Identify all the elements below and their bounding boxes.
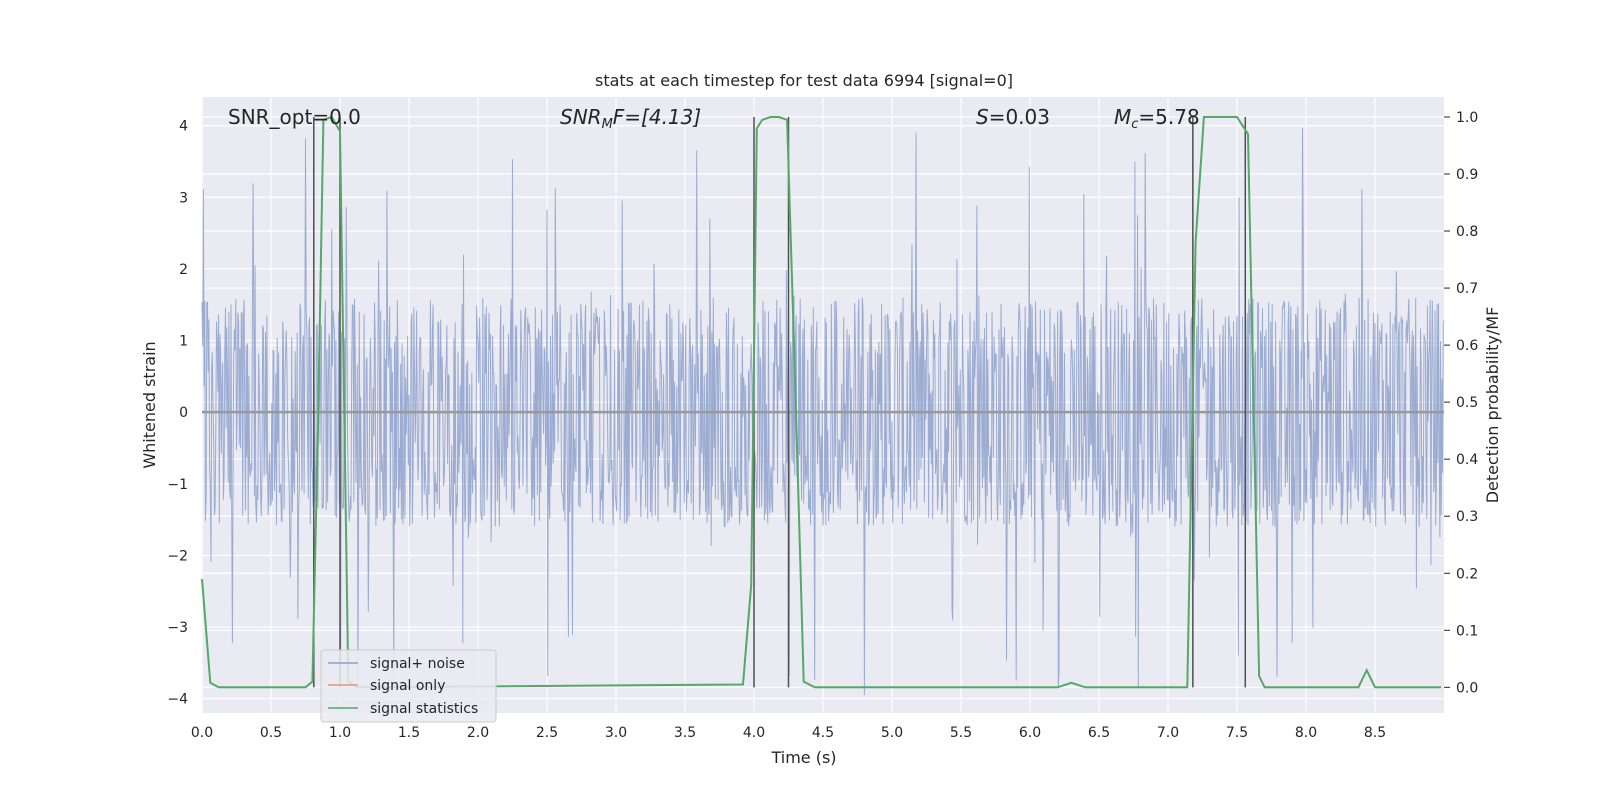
y-tick-label: 1 bbox=[179, 334, 188, 350]
y-tick-label: −1 bbox=[167, 477, 188, 493]
y-axis-label: Whitened strain bbox=[140, 341, 159, 468]
y2-tick-labels: 1.0 0.9 0.8 0.7 0.6 0.5 0.4 0.3 0.2 0.1 0.0 bbox=[1444, 110, 1478, 696]
x-tick-label: 4.0 bbox=[743, 725, 765, 741]
annotation-snr-opt: SNR_opt=0.0 bbox=[228, 105, 361, 129]
series-signal-noise bbox=[201, 128, 1445, 696]
chart-title: stats at each timestep for test data 699… bbox=[595, 71, 1013, 90]
y2-tick-label: 0.3 bbox=[1456, 509, 1478, 525]
x-tick-label: 8.0 bbox=[1295, 725, 1317, 741]
annotation-snr-mf: SNRMF=[4.13] bbox=[560, 105, 701, 132]
legend-label-signal-noise: signal+ noise bbox=[370, 656, 465, 672]
y2-tick-label: 1.0 bbox=[1456, 110, 1478, 126]
y2-tick-label: 0.1 bbox=[1456, 623, 1478, 639]
y2-tick-label: 0.2 bbox=[1456, 566, 1478, 582]
x-tick-label: 8.5 bbox=[1364, 725, 1386, 741]
x-tick-label: 1.5 bbox=[398, 725, 420, 741]
legend-box bbox=[320, 649, 497, 723]
x-tick-label: 0.0 bbox=[191, 725, 213, 741]
y-tick-labels: 4 3 2 1 0 −1 −2 −3 −4 bbox=[167, 119, 188, 708]
x-tick-label: 3.0 bbox=[605, 725, 627, 741]
y2-axis-label: Detection probability/MF bbox=[1483, 307, 1502, 504]
x-tick-label: 4.5 bbox=[812, 725, 834, 741]
signal-statistics-line bbox=[201, 115, 1442, 689]
legend-label-signal-statistics: signal statistics bbox=[370, 701, 478, 717]
y2-tick-label: 0.8 bbox=[1456, 224, 1478, 240]
y-tick-label: 0 bbox=[179, 405, 188, 421]
y-tick-label: 4 bbox=[179, 119, 188, 135]
x-tick-label: 5.0 bbox=[881, 725, 903, 741]
annotation-s: S=0.03 bbox=[976, 105, 1050, 129]
y2-tick-label: 0.5 bbox=[1456, 395, 1478, 411]
y2-tick-label: 0.0 bbox=[1456, 680, 1478, 696]
x-tick-label: 0.5 bbox=[260, 725, 282, 741]
x-tick-label: 2.5 bbox=[536, 725, 558, 741]
y2-tick-label: 0.7 bbox=[1456, 281, 1478, 297]
x-tick-label: 1.0 bbox=[329, 725, 351, 741]
y2-tick-label: 0.6 bbox=[1456, 338, 1478, 354]
annotation-mc: Mc=5.78 bbox=[1114, 105, 1200, 132]
x-tick-label: 7.0 bbox=[1157, 725, 1179, 741]
y-tick-label: −3 bbox=[167, 620, 188, 636]
legend: signal+ noise signal only signal statist… bbox=[320, 649, 497, 723]
x-axis-label: Time (s) bbox=[770, 748, 836, 767]
y2-tick-label: 0.4 bbox=[1456, 452, 1478, 468]
y2-tick-label: 0.9 bbox=[1456, 167, 1478, 183]
x-tick-labels: 0.0 0.5 1.0 1.5 2.0 2.5 3.0 3.5 4.0 4.5 5.0 5.5 6.0 6… bbox=[191, 725, 1386, 741]
signal-noise-line bbox=[201, 128, 1445, 696]
y-tick-label: 3 bbox=[179, 190, 188, 206]
series-signal-statistics bbox=[201, 115, 1442, 689]
y-tick-label: −2 bbox=[167, 548, 188, 564]
x-tick-label: 6.5 bbox=[1088, 725, 1110, 741]
x-tick-label: 6.0 bbox=[1019, 725, 1041, 741]
x-tick-label: 7.5 bbox=[1226, 725, 1248, 741]
x-tick-label: 5.5 bbox=[950, 725, 972, 741]
y-tick-label: 2 bbox=[179, 262, 188, 278]
x-tick-label: 2.0 bbox=[467, 725, 489, 741]
y-tick-label: −4 bbox=[167, 692, 188, 708]
x-tick-label: 3.5 bbox=[674, 725, 696, 741]
legend-label-signal-only: signal only bbox=[370, 678, 445, 694]
